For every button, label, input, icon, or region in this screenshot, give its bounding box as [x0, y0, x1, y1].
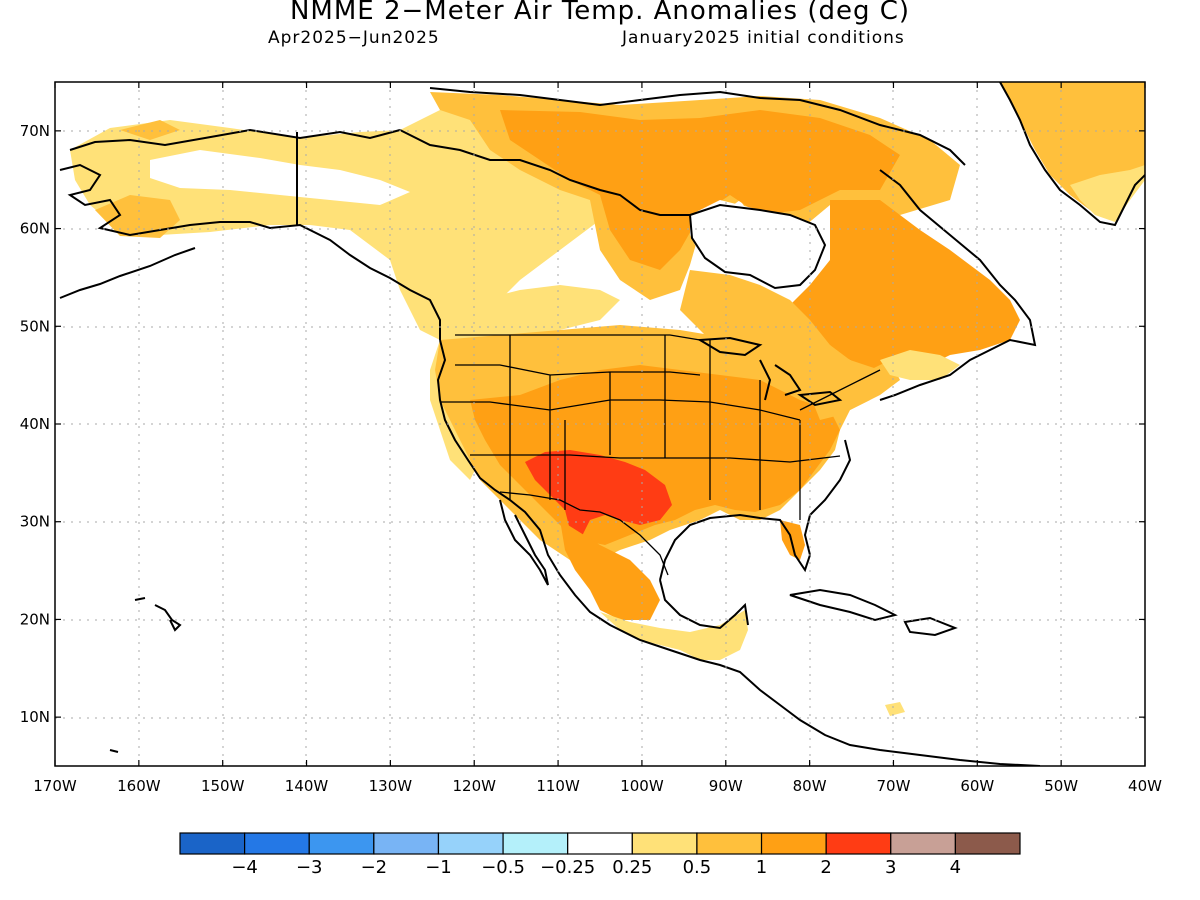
- coastline-alaska: [59, 128, 441, 340]
- map-axes: 70N 60N 50N 40N 30N 20N 10N 170W 160W 150W 140W 130…: [20, 82, 1162, 795]
- colorbar-swatch: [502, 832, 569, 855]
- coastline-hudson-bay: [688, 203, 827, 290]
- colorbar-swatch: [954, 832, 1021, 855]
- lon-label: 100W: [620, 777, 664, 795]
- lon-label: 40W: [1128, 777, 1162, 795]
- gridlines: [55, 82, 1145, 766]
- anomaly-region-extreme-southwest: [525, 450, 672, 540]
- lon-label: 120W: [452, 777, 496, 795]
- colorbar-label: 1: [756, 857, 767, 878]
- lat-label: 60N: [20, 220, 50, 238]
- colorbar-swatch: [567, 832, 633, 855]
- lon-label: 110W: [536, 777, 580, 795]
- colorbar-label: 0.5: [683, 857, 712, 878]
- colorbar-label: 4: [950, 857, 961, 878]
- anomaly-region-light-maritimes: [880, 350, 960, 380]
- lon-label: 160W: [117, 777, 161, 795]
- colorbar-label: −1: [425, 857, 452, 878]
- colorbar-swatch: [890, 832, 956, 855]
- colorbar-label: −0.5: [481, 857, 525, 878]
- colorbar-label: −4: [231, 857, 258, 878]
- lat-label: 30N: [20, 513, 50, 531]
- colorbar-swatch: [631, 832, 698, 855]
- anomaly-region-light-mexico: [600, 610, 748, 660]
- lon-label: 150W: [201, 777, 245, 795]
- colorbar-swatch: [825, 832, 892, 855]
- coastlines: [59, 82, 1145, 766]
- colorbar-swatch: [760, 832, 827, 855]
- lat-label: 50N: [20, 317, 50, 335]
- coastline-baja: [499, 499, 549, 586]
- lat-label: 70N: [20, 122, 50, 140]
- colorbar-legend: −4 −3 −2 −1 −0.5 −0.25 0.25 0.5 1 2 3 4: [179, 832, 1021, 878]
- lon-label: 140W: [285, 777, 329, 795]
- lon-label: 90W: [709, 777, 743, 795]
- coastline-east-canada: [879, 169, 1037, 401]
- colorbar-label: −3: [296, 857, 323, 878]
- neutral-hudson-bay: [690, 200, 820, 285]
- colorbar-swatch: [373, 832, 440, 855]
- colorbar-swatch: [437, 832, 504, 855]
- initial-conditions: January2025 initial conditions: [622, 28, 905, 48]
- coastline-great-lakes: [696, 336, 843, 407]
- lon-label: 60W: [960, 777, 994, 795]
- anomaly-region-light-caribbean: [885, 702, 905, 716]
- anomaly-region-light-greenland: [1070, 165, 1145, 222]
- lat-label: 10N: [20, 708, 50, 726]
- lat-label: 20N: [20, 610, 50, 628]
- lat-label: 40N: [20, 415, 50, 433]
- colorbar-label: 0.25: [612, 857, 652, 878]
- coastline-greenland: [999, 82, 1145, 227]
- colorbar-swatch: [696, 832, 763, 855]
- colorbar-label: 3: [885, 857, 896, 878]
- anomaly-region-strong-mexico: [560, 520, 660, 620]
- neutral-patch-alaska: [150, 150, 410, 205]
- coastline-aleutians: [59, 247, 196, 299]
- colorbar-swatch: [179, 832, 246, 855]
- lon-label: 80W: [793, 777, 827, 795]
- lon-label: 170W: [33, 777, 77, 795]
- coastline-gulf: [659, 439, 852, 630]
- lon-label: 130W: [369, 777, 413, 795]
- anomaly-region-moderate-northeast: [810, 360, 900, 420]
- colorbar-label: −0.25: [540, 857, 595, 878]
- colorbar-label: −2: [361, 857, 388, 878]
- coastline-hispaniola: [903, 616, 958, 637]
- lon-label: 50W: [1044, 777, 1078, 795]
- border-us-canada: [455, 334, 881, 411]
- border-us-mexico: [499, 491, 669, 576]
- anomaly-region-light-west: [430, 285, 620, 480]
- colorbar-swatch: [308, 832, 375, 855]
- coastline-hawaii: [109, 597, 182, 753]
- anomaly-region-strong-canada: [500, 110, 900, 270]
- map-title: NMME 2−Meter Air Temp. Anomalies (deg C): [289, 0, 911, 26]
- lon-label: 70W: [877, 777, 911, 795]
- border-states: [440, 335, 841, 520]
- forecast-period: Apr2025−Jun2025: [268, 28, 440, 48]
- coastline-us-west: [436, 339, 1041, 766]
- anomaly-region-moderate-arctic: [120, 120, 180, 140]
- anomaly-region-moderate-alaska: [95, 195, 180, 238]
- anomaly-region-strong-quebec: [790, 200, 1020, 380]
- colorbar-label: 2: [820, 857, 831, 878]
- coastline-cuba: [789, 588, 898, 622]
- anomaly-shading: [70, 82, 1145, 716]
- coastline-canada-arctic: [399, 87, 966, 216]
- borders: [440, 334, 881, 576]
- colorbar-swatch: [244, 832, 310, 855]
